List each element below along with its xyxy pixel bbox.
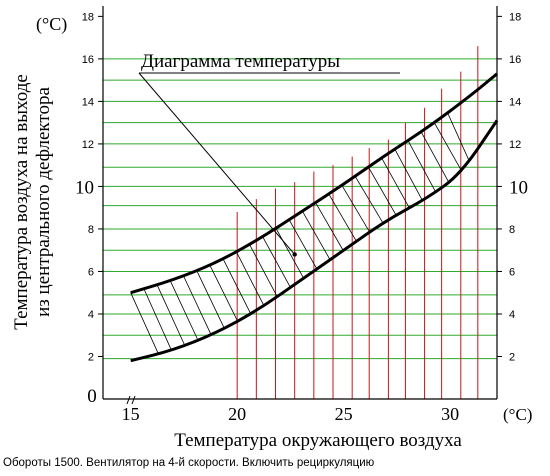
y-tick-label-left: 16	[82, 54, 94, 66]
chart-caption: Обороты 1500. Вентилятор на 4-й скорости…	[3, 457, 375, 469]
title-leader-line	[138, 72, 296, 255]
x-tick-label: 25	[335, 404, 353, 424]
hatch-line	[341, 185, 370, 233]
y-tick-label-right: 12	[509, 139, 521, 151]
hatch-line	[143, 288, 172, 351]
x-axis-label: Температура окружающего воздуха	[174, 430, 462, 451]
hatch-line	[262, 236, 291, 288]
highlight-point	[292, 252, 297, 257]
hatch-line	[447, 112, 470, 162]
hatch-line	[420, 131, 450, 183]
chart-title: Диаграмма температуры	[141, 51, 340, 72]
y-axis-label-line2: из центрального дефлектора	[33, 87, 54, 317]
y-tick-label-right: 10	[509, 177, 528, 198]
hatch-line	[183, 275, 212, 336]
y-tick-label-right: 6	[509, 266, 515, 278]
hatch-line	[315, 202, 344, 251]
y-tick-label-left: 18	[82, 11, 94, 23]
y-axis-label-line1: Температура воздуха на выходе	[11, 74, 32, 330]
y-tick-label-right: 8	[509, 224, 515, 236]
y-tick-label-right: 14	[509, 96, 521, 108]
hatch-line	[434, 122, 463, 172]
chart-labels: 2 4 6 8 10 12 14 16 18 2 4 6 8 10 12 14 16 18 15 20 25 30 0 (°C…	[3, 11, 532, 469]
x-tick-label: 20	[228, 404, 246, 424]
hatch-line	[235, 251, 265, 307]
y-tick-label-right: 16	[509, 54, 521, 66]
hatch-line	[407, 140, 437, 193]
y-tick-label-left: 12	[82, 139, 94, 151]
hatch-line	[196, 270, 225, 329]
y-tick-label-left: 14	[82, 96, 94, 108]
hatch-line	[169, 280, 199, 341]
y-tick-label-left: 6	[88, 266, 94, 278]
hatch-line	[288, 219, 318, 270]
y-tick-label-right: 2	[509, 351, 515, 363]
y-tick-label-left: 2	[88, 351, 94, 363]
hatch-line	[394, 148, 423, 201]
x-tick-label: 30	[441, 404, 459, 424]
hatch-line	[275, 228, 304, 279]
hatch-line	[354, 176, 384, 224]
axes	[98, 6, 502, 405]
hatch-line	[209, 265, 238, 322]
red-vertical-lines	[236, 46, 479, 399]
origin-label: 0	[87, 386, 97, 407]
y-unit-label: (°C)	[36, 14, 67, 35]
y-tick-label-right: 4	[509, 309, 515, 321]
axis-break-mark	[126, 395, 136, 405]
hatched-band	[130, 112, 470, 354]
hatch-line	[249, 244, 278, 297]
hatch-line	[368, 166, 397, 216]
y-tick-label-right: 18	[509, 11, 521, 23]
y-tick-label-left: 10	[75, 177, 94, 198]
upper-curve	[130, 72, 498, 295]
hatch-line	[328, 193, 357, 242]
x-tick-label: 15	[122, 404, 140, 424]
x-unit-label: (°C)	[503, 405, 532, 424]
hatch-line	[222, 258, 252, 315]
y-tick-label-left: 4	[88, 309, 94, 321]
hatch-line	[156, 284, 186, 346]
green-gridlines	[103, 58, 497, 360]
lower-curve	[130, 119, 499, 363]
hatch-line	[130, 292, 159, 354]
y-tick-label-left: 8	[88, 224, 94, 236]
hatch-line	[381, 157, 410, 209]
hatch-line	[301, 210, 331, 260]
boundary-curves	[130, 72, 499, 363]
